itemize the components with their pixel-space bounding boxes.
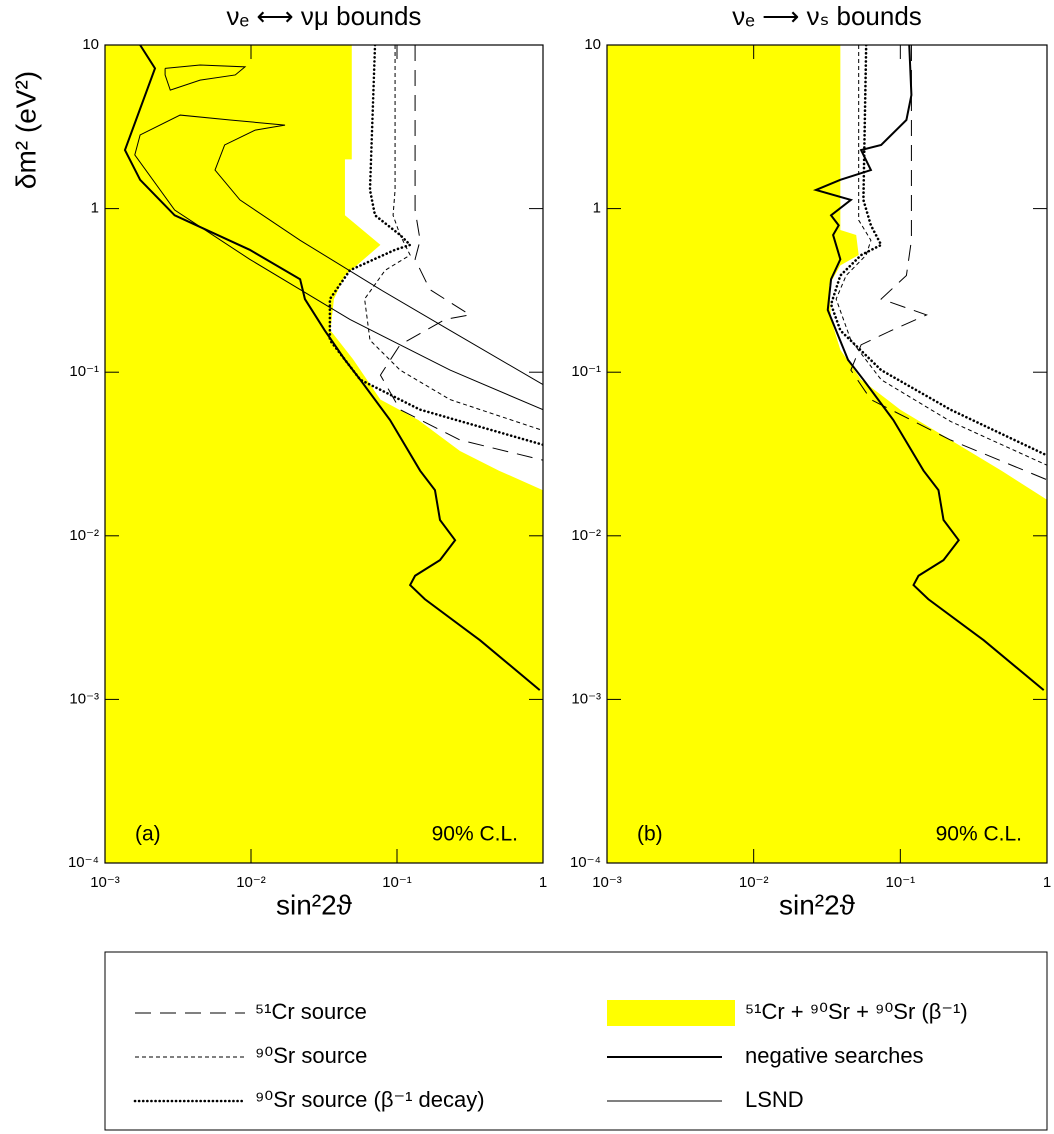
y-tick-label: 10⁻¹	[571, 363, 601, 380]
x-axis-label: sin²2ϑ	[276, 889, 353, 920]
legend-label: LSND	[745, 1087, 804, 1112]
chart-title: νₑ ⟷ νμ bounds	[227, 1, 422, 31]
confidence-label: 90% C.L.	[432, 823, 518, 846]
x-tick-label: 10⁻³	[90, 874, 120, 891]
curve-short-dashed	[364, 45, 543, 432]
allowed-region	[607, 45, 1047, 863]
x-tick-label: 1	[539, 874, 547, 891]
plot-frame	[104, 44, 544, 864]
y-tick-label: 10	[82, 36, 99, 53]
x-tick-label: 1	[1043, 874, 1051, 891]
curve-thick	[123, 45, 541, 691]
y-axis-label: δm² (eV²)	[10, 71, 41, 189]
y-tick-label: 10⁻⁴	[570, 854, 601, 871]
curve-dotted	[829, 45, 1047, 457]
y-tick-label: 10⁻⁴	[68, 854, 99, 871]
x-tick-label: 10⁻²	[236, 874, 266, 891]
plot-frame	[606, 44, 1048, 864]
curve-dotted	[328, 45, 543, 447]
y-tick-label: 1	[91, 200, 99, 217]
curve-dashed	[850, 45, 1047, 481]
curve-short-dashed	[835, 45, 1047, 466]
confidence-label: 90% C.L.	[936, 823, 1022, 846]
y-tick-label: 10⁻³	[571, 690, 601, 707]
x-tick-label: 10⁻¹	[886, 874, 916, 891]
curve-dashed	[379, 45, 543, 461]
x-tick-label: 10⁻²	[739, 874, 769, 891]
legend-label: negative searches	[745, 1043, 924, 1068]
legend-box	[104, 951, 1048, 1131]
curve-thin	[134, 64, 543, 411]
legend-label: ⁵¹Cr source	[255, 999, 367, 1024]
plot-area	[607, 45, 1047, 863]
x-axis-label: sin²2ϑ	[779, 889, 856, 920]
legend-label: ⁹⁰Sr source (β⁻¹ decay)	[255, 1087, 485, 1112]
plot-area	[105, 45, 543, 863]
y-tick-label: 10⁻²	[69, 527, 99, 544]
x-tick-label: 10⁻¹	[382, 874, 412, 891]
y-tick-label: 10⁻²	[571, 527, 601, 544]
y-tick-label: 1	[593, 200, 601, 217]
x-tick-label: 10⁻³	[592, 874, 622, 891]
panel-label: (a)	[135, 823, 161, 846]
legend-label: ⁵¹Cr + ⁹⁰Sr + ⁹⁰Sr (β⁻¹)	[745, 999, 968, 1024]
curve-thick	[812, 45, 1045, 691]
y-tick-label: 10⁻³	[69, 690, 99, 707]
legend-label: ⁹⁰Sr source	[255, 1043, 367, 1068]
allowed-region	[105, 45, 543, 863]
legend-swatch	[607, 1000, 735, 1026]
panel-label: (b)	[637, 823, 663, 846]
chart-title: νₑ ⟶ νₛ bounds	[732, 1, 922, 31]
y-tick-label: 10	[584, 36, 601, 53]
y-tick-label: 10⁻¹	[69, 363, 99, 380]
